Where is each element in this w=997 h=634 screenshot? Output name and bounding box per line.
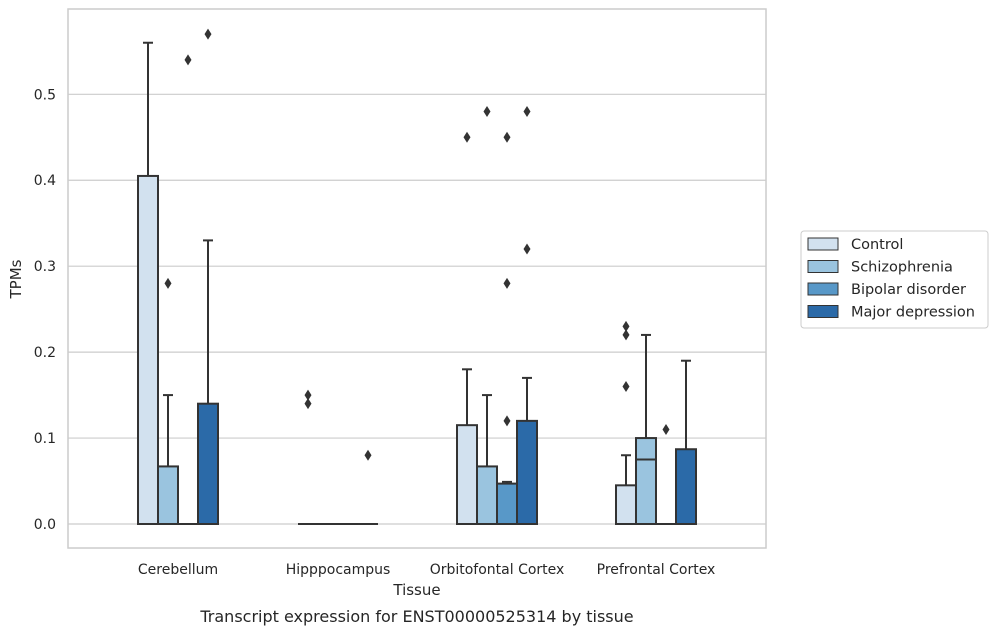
legend-swatch [807, 305, 839, 318]
box-group [635, 333, 657, 525]
legend-item: Control [807, 237, 903, 253]
outlier-point [364, 449, 372, 461]
outlier-point [304, 398, 312, 410]
box-group [137, 41, 159, 525]
box-group [456, 131, 478, 526]
outlier-point [622, 320, 630, 332]
legend-swatch [807, 282, 839, 296]
box-group [358, 449, 378, 525]
y-tick-label: 0.4 [34, 173, 56, 189]
x-tick-label: Prefrontal Cortex [597, 562, 716, 578]
outlier-point [483, 105, 491, 117]
outlier-point [503, 131, 511, 143]
outlier-point [523, 243, 531, 255]
y-tick-label: 0.1 [34, 431, 56, 447]
legend-item: Schizophrenia [807, 260, 953, 276]
outlier-point [304, 389, 312, 401]
outlier-point [622, 329, 630, 341]
box-group [496, 131, 518, 525]
outlier-point [622, 380, 630, 392]
legend-swatch [807, 260, 839, 273]
legend-label: Schizophrenia [851, 260, 953, 276]
box-group [157, 277, 179, 525]
x-tick-label: Orbitofontal Cortex [430, 562, 565, 578]
y-ticks: 0.0 0.1 0.2 0.3 0.4 0.5 [34, 87, 56, 533]
box-group [656, 423, 676, 525]
outlier-point [164, 277, 172, 289]
box [635, 437, 657, 525]
legend: Control Schizophrenia Bipolar disorder Majo… [800, 230, 989, 329]
box-group [178, 54, 198, 525]
legend-label: Major depression [851, 305, 975, 321]
box-group [197, 28, 219, 525]
x-ticks: Cerebellum Hipppocampus Orbitofontal Corte… [138, 562, 715, 578]
chart-caption: Transcript expression for ENST0000052531… [199, 607, 633, 626]
legend-frame [800, 230, 989, 329]
boxes [137, 28, 697, 526]
x-axis-label: Tissue [392, 581, 440, 599]
outlier-point [662, 423, 670, 435]
y-tick-label: 0.0 [34, 517, 56, 533]
legend-item: Major depression [807, 305, 975, 321]
outlier-point [503, 277, 511, 289]
x-tick-label: Cerebellum [138, 562, 218, 578]
outlier-point [204, 28, 212, 40]
outlier-point [503, 415, 511, 427]
box [675, 448, 697, 526]
box [157, 465, 179, 525]
outlier-point [184, 54, 192, 66]
box [496, 482, 518, 525]
box [516, 419, 538, 526]
legend-label: Bipolar disorder [851, 282, 966, 298]
y-tick-label: 0.2 [34, 345, 56, 361]
box [456, 424, 478, 526]
box [476, 465, 498, 525]
box-group [298, 389, 318, 525]
legend-label: Control [851, 237, 903, 253]
y-tick-label: 0.3 [34, 259, 56, 275]
box [615, 484, 637, 525]
outlier-point [463, 131, 471, 143]
box-group [516, 105, 538, 526]
legend-item: Bipolar disorder [807, 282, 966, 298]
outlier-point [523, 105, 531, 117]
x-tick-label: Hipppocampus [286, 562, 391, 578]
y-tick-label: 0.5 [34, 87, 56, 103]
y-axis-label: TPMs [7, 259, 25, 299]
legend-swatch [807, 237, 839, 251]
box-group [615, 320, 637, 525]
box [137, 174, 159, 525]
box [197, 402, 219, 525]
box-group [675, 359, 697, 526]
